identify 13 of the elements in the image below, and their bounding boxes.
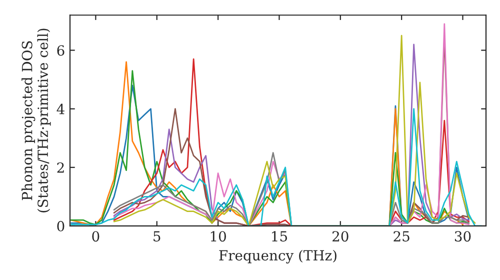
x-tick-label: 20 (332, 231, 348, 242)
y-tick-label: 4 (56, 104, 64, 114)
x-tick-label: 10 (210, 231, 226, 242)
y-tick-label: 2 (57, 162, 64, 173)
x-tick-label: 0 (92, 231, 100, 242)
y-tick-label: 0 (57, 220, 64, 232)
y-tick-label: 6 (57, 45, 64, 56)
x-axis-title: Frequency (THz) (219, 250, 336, 264)
x-tick-label: 25 (394, 231, 410, 242)
x-tick-label: 5 (154, 231, 160, 242)
x-tick-label: 15 (272, 231, 287, 242)
x-tick-label: 30 (454, 231, 471, 242)
y-axis-title: Phonon projected DOS (States/THz·primitive cell) (22, 28, 51, 212)
